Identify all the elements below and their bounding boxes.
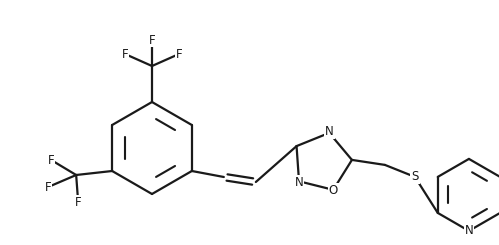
Text: F: F: [75, 196, 81, 208]
Text: N: N: [465, 224, 474, 237]
Text: F: F: [149, 34, 155, 47]
Text: N: N: [325, 125, 334, 138]
Text: N: N: [294, 176, 303, 189]
Text: F: F: [45, 181, 51, 194]
Text: F: F: [48, 154, 54, 167]
Text: F: F: [176, 48, 182, 61]
Text: O: O: [329, 184, 338, 197]
Text: S: S: [411, 171, 419, 184]
Text: F: F: [122, 48, 128, 61]
